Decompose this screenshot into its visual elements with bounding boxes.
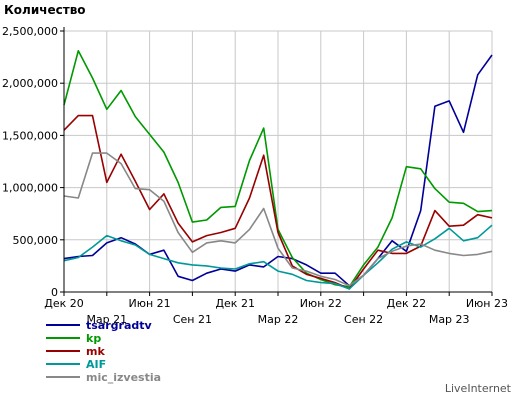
legend-label-AIF: AIF <box>86 358 106 371</box>
y-axis-title: Количество <box>4 3 86 17</box>
grid <box>64 30 493 292</box>
series-line-mic_izvestia <box>63 152 493 287</box>
x-tick-label: Сен 22 <box>344 313 383 326</box>
tick-labels: 0 500,000 1,000,000 1,500,000 2,000,000 2,500… <box>2 25 508 326</box>
y-tick-label: 1,500,000 <box>2 129 58 142</box>
y-tick-label: 0 <box>51 286 58 299</box>
x-tick-label: Сен 21 <box>173 313 212 326</box>
series-lines <box>63 49 493 290</box>
x-tick-label: Дек 22 <box>387 297 427 310</box>
legend-label-mk: mk <box>86 345 105 358</box>
y-tick-label: 1,000,000 <box>2 182 58 195</box>
y-tick-label: 2,500,000 <box>2 25 58 38</box>
x-tick-label: Мар 21 <box>86 313 127 326</box>
legend-label-kp: kp <box>86 332 101 345</box>
x-tick-label: Мар 22 <box>258 313 299 326</box>
brand-label: LiveInternet <box>444 382 511 395</box>
legend-label-mic_izvestia: mic_izvestia <box>86 371 161 384</box>
x-tick-label: Июн 23 <box>466 297 508 310</box>
series-line-AIF <box>63 224 493 290</box>
x-tick-label: Мар 23 <box>429 313 470 326</box>
x-tick-label: Дек 20 <box>44 297 84 310</box>
legend-label-tsargradtv: tsargradtv <box>86 319 153 332</box>
x-tick-label: Июн 21 <box>129 297 171 310</box>
y-tick-label: 2,000,000 <box>2 77 58 90</box>
x-tick-label: Дек 21 <box>215 297 255 310</box>
y-tick-label: 500,000 <box>13 234 59 247</box>
axes <box>60 27 493 296</box>
series-line-mk <box>63 114 493 290</box>
x-tick-label: Июн 22 <box>300 297 342 310</box>
series-line-tsargradtv <box>63 54 493 287</box>
